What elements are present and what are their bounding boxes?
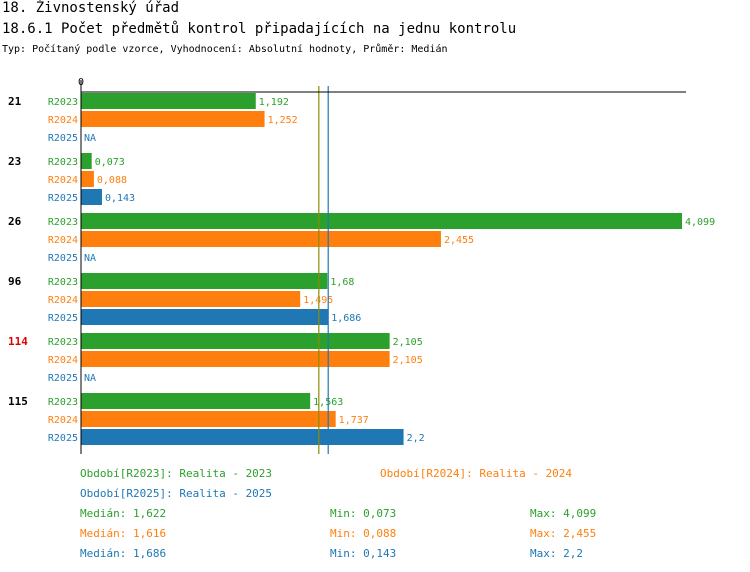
legend-period-r2024: Období[R2024]: Realita - 2024	[380, 467, 573, 480]
data-label: 4,099	[685, 217, 715, 228]
series-label: R2024	[48, 295, 78, 306]
bar	[81, 351, 390, 367]
series-label: R2024	[48, 235, 78, 246]
data-label: NA	[84, 133, 96, 144]
bar-chart: 021R20231,192R20241,252R2025NA23R20230,0…	[8, 77, 715, 454]
series-label: R2023	[48, 337, 78, 348]
data-label: 0,073	[95, 157, 125, 168]
series-label: R2025	[48, 373, 78, 384]
group-label: 26	[8, 215, 22, 228]
stat-min-r2025: Min: 0,143	[330, 547, 397, 560]
legend-period-r2025: Období[R2025]: Realita - 2025	[80, 487, 273, 500]
group-label: 96	[8, 275, 22, 288]
series-label: R2023	[48, 157, 78, 168]
stat-max-r2023: Max: 4,099	[530, 507, 597, 520]
stat-min-r2024: Min: 0,088	[330, 527, 397, 540]
bar	[81, 153, 92, 169]
bar	[81, 111, 265, 127]
chart-title: 18.6.1 Počet předmětů kontrol připadajíc…	[2, 21, 517, 37]
series-label: R2024	[48, 175, 78, 186]
series-label: R2023	[48, 217, 78, 228]
bar	[81, 213, 682, 229]
bar	[81, 411, 336, 427]
bar	[81, 429, 404, 445]
bar	[81, 333, 390, 349]
stat-max-r2025: Max: 2,2	[530, 547, 583, 560]
data-label: NA	[84, 373, 96, 384]
data-label: 2,2	[407, 433, 425, 444]
bar	[81, 171, 94, 187]
series-label: R2025	[48, 253, 78, 264]
series-label: R2025	[48, 433, 78, 444]
data-label: 2,105	[393, 337, 423, 348]
data-label: 1,737	[339, 415, 369, 426]
data-label: 1,68	[330, 277, 354, 288]
bar	[81, 93, 256, 109]
bar	[81, 189, 102, 205]
data-label: 0,088	[97, 175, 127, 186]
chart-type-info: Typ: Počítaný podle vzorce, Vyhodnocení:…	[2, 44, 448, 55]
group-label: 23	[8, 155, 21, 168]
stat-median-r2023: Medián: 1,622	[80, 507, 167, 520]
stat-min-r2023: Min: 0,073	[330, 507, 397, 520]
data-label: 2,455	[444, 235, 474, 246]
data-label: 2,105	[393, 355, 423, 366]
series-label: R2023	[48, 397, 78, 408]
series-label: R2024	[48, 355, 78, 366]
group-label: 21	[8, 95, 22, 108]
group-label: 114	[8, 335, 28, 348]
data-label: 1,192	[259, 97, 289, 108]
stat-median-r2025: Medián: 1,686	[80, 547, 167, 560]
data-label: NA	[84, 253, 96, 264]
data-label: 0,143	[105, 193, 135, 204]
series-label: R2024	[48, 115, 78, 126]
bar	[81, 273, 328, 289]
bar	[81, 291, 301, 307]
bar	[81, 393, 311, 409]
legend-period-r2023: Období[R2023]: Realita - 2023	[80, 467, 273, 480]
bar	[81, 309, 329, 325]
group-label: 115	[8, 395, 28, 408]
series-label: R2023	[48, 97, 78, 108]
data-label: 1,686	[331, 313, 361, 324]
page-title: 18. Živnostenský úřad	[2, 0, 180, 16]
series-label: R2025	[48, 313, 78, 324]
data-label: 1,252	[268, 115, 298, 126]
bar	[81, 231, 441, 247]
series-label: R2023	[48, 277, 78, 288]
series-label: R2024	[48, 415, 78, 426]
series-label: R2025	[48, 193, 78, 204]
series-label: R2025	[48, 133, 78, 144]
stat-max-r2024: Max: 2,455	[530, 527, 597, 540]
stat-median-r2024: Medián: 1,616	[80, 527, 167, 540]
